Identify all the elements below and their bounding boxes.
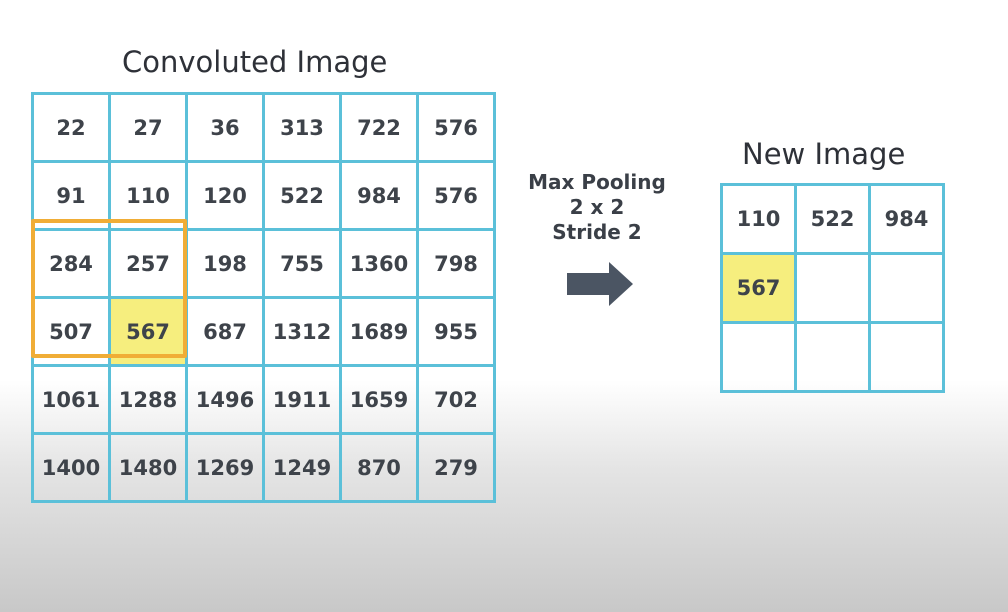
grid-row: 1400 1480 1269 1249 870 279 — [31, 432, 496, 503]
grid-cell — [720, 321, 797, 393]
grid-cell — [868, 252, 945, 324]
grid-row: 110 522 984 — [720, 183, 945, 255]
grid-row — [720, 321, 945, 393]
operation-name: Max Pooling — [528, 170, 666, 194]
grid-cell: 313 — [262, 92, 342, 163]
grid-cell: 1360 — [339, 228, 419, 299]
grid-cell: 1249 — [262, 432, 342, 503]
grid-cell: 36 — [185, 92, 265, 163]
grid-cell: 1659 — [339, 364, 419, 435]
grid-cell: 120 — [185, 160, 265, 231]
grid-row: 1061 1288 1496 1911 1659 702 — [31, 364, 496, 435]
grid-cell: 1689 — [339, 296, 419, 367]
grid-cell: 984 — [868, 183, 945, 255]
convoluted-image-title: Convoluted Image — [122, 45, 388, 79]
grid-cell: 687 — [185, 296, 265, 367]
grid-cell: 1480 — [108, 432, 188, 503]
grid-cell: 722 — [339, 92, 419, 163]
grid-row: 22 27 36 313 722 576 — [31, 92, 496, 163]
grid-cell: 955 — [416, 296, 496, 367]
right-arrow-icon — [567, 262, 633, 306]
grid-cell: 702 — [416, 364, 496, 435]
pooled-value-cell: 567 — [720, 252, 797, 324]
grid-cell: 798 — [416, 228, 496, 299]
operation-stride: Stride 2 — [552, 220, 642, 244]
grid-cell: 1496 — [185, 364, 265, 435]
grid-cell: 755 — [262, 228, 342, 299]
operation-size: 2 x 2 — [569, 195, 625, 219]
grid-cell: 257 — [108, 228, 188, 299]
grid-cell — [868, 321, 945, 393]
grid-cell: 522 — [262, 160, 342, 231]
grid-cell: 284 — [31, 228, 111, 299]
grid-cell: 1400 — [31, 432, 111, 503]
grid-cell: 1288 — [108, 364, 188, 435]
grid-cell: 870 — [339, 432, 419, 503]
grid-cell: 1269 — [185, 432, 265, 503]
grid-cell: 110 — [720, 183, 797, 255]
grid-row: 284 257 198 755 1360 798 — [31, 228, 496, 299]
pooling-window-outline — [31, 219, 187, 358]
grid-cell: 984 — [339, 160, 419, 231]
grid-cell: 279 — [416, 432, 496, 503]
grid-cell: 1312 — [262, 296, 342, 367]
grid-cell: 522 — [794, 183, 871, 255]
grid-row: 91 110 120 522 984 576 — [31, 160, 496, 231]
grid-cell — [794, 252, 871, 324]
grid-cell: 576 — [416, 92, 496, 163]
grid-cell: 198 — [185, 228, 265, 299]
grid-cell: 576 — [416, 160, 496, 231]
new-image-grid: 110 522 984 567 — [720, 183, 945, 393]
grid-cell — [794, 321, 871, 393]
grid-row: 567 — [720, 252, 945, 324]
grid-cell: 1061 — [31, 364, 111, 435]
new-image-title: New Image — [742, 137, 906, 171]
convoluted-image-grid: 22 27 36 313 722 576 91 110 120 522 984 … — [31, 92, 496, 503]
grid-cell: 27 — [108, 92, 188, 163]
grid-cell: 22 — [31, 92, 111, 163]
grid-cell: 1911 — [262, 364, 342, 435]
